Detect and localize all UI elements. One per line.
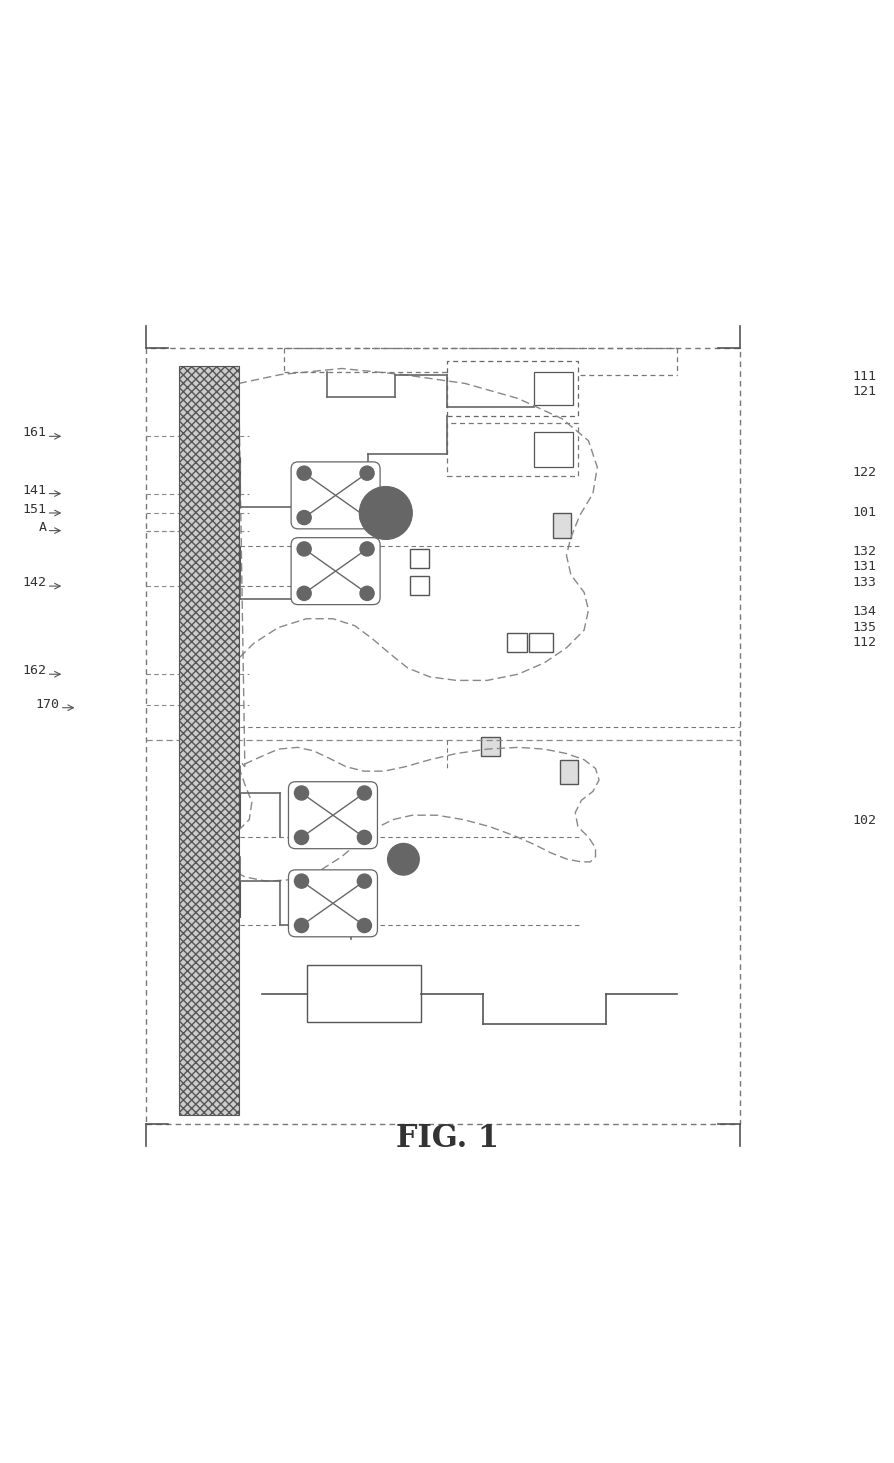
Text: 131: 131 [852,560,876,573]
Bar [179,366,239,1115]
Polygon shape [560,759,578,784]
Text: 102: 102 [852,813,876,827]
Circle shape [357,786,371,800]
FancyBboxPatch shape [288,870,377,936]
Polygon shape [480,737,500,756]
Circle shape [359,511,374,525]
Text: 142: 142 [22,576,46,590]
Circle shape [297,467,311,480]
Text: 161: 161 [22,426,46,439]
Circle shape [387,843,418,875]
Circle shape [294,831,308,844]
Text: 134: 134 [852,606,876,619]
Text: 133: 133 [852,576,876,590]
Circle shape [359,541,374,556]
Text: 141: 141 [22,484,46,496]
Text: FIG. 1: FIG. 1 [395,1124,499,1154]
Circle shape [357,873,371,888]
Text: 101: 101 [852,506,876,518]
Circle shape [294,873,308,888]
Circle shape [297,511,311,525]
FancyBboxPatch shape [288,781,377,849]
Circle shape [359,587,374,600]
Text: 162: 162 [22,664,46,677]
Text: 170: 170 [36,698,60,711]
Text: 112: 112 [852,636,876,650]
Circle shape [357,831,371,844]
Circle shape [359,467,374,480]
Text: 135: 135 [852,622,876,633]
Polygon shape [552,514,570,538]
Text: 122: 122 [852,467,876,478]
Circle shape [297,587,311,600]
FancyBboxPatch shape [291,538,380,604]
Text: 121: 121 [852,385,876,398]
Circle shape [359,487,412,540]
Circle shape [297,541,311,556]
FancyBboxPatch shape [291,462,380,528]
Circle shape [294,919,308,932]
Text: A: A [38,521,46,534]
Text: 151: 151 [22,503,46,516]
Text: 111: 111 [852,370,876,383]
Circle shape [294,786,308,800]
Text: 132: 132 [852,546,876,559]
Circle shape [357,919,371,932]
